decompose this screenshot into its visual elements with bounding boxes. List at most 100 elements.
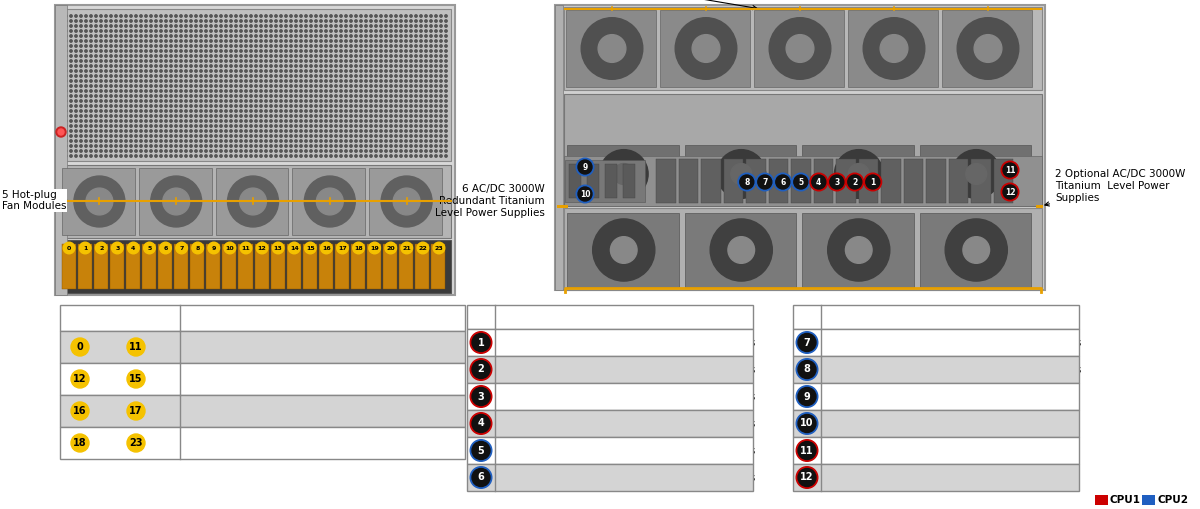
Text: 12: 12	[258, 245, 266, 250]
Circle shape	[400, 100, 402, 102]
Circle shape	[250, 105, 252, 107]
Circle shape	[275, 110, 277, 112]
Circle shape	[194, 65, 197, 67]
Circle shape	[420, 125, 422, 127]
Circle shape	[290, 115, 293, 117]
Circle shape	[190, 110, 192, 112]
Circle shape	[85, 150, 88, 152]
Text: 1: 1	[83, 245, 88, 250]
Circle shape	[355, 50, 358, 52]
Circle shape	[355, 65, 358, 67]
Circle shape	[224, 20, 227, 22]
Circle shape	[104, 120, 107, 122]
Circle shape	[245, 25, 247, 27]
Circle shape	[440, 25, 442, 27]
Circle shape	[210, 115, 212, 117]
Circle shape	[265, 105, 268, 107]
Bar	[60, 427, 466, 459]
Circle shape	[104, 140, 107, 142]
Circle shape	[365, 75, 367, 77]
Circle shape	[400, 120, 402, 122]
Circle shape	[194, 110, 197, 112]
Bar	[142, 244, 156, 289]
Circle shape	[185, 80, 187, 82]
Circle shape	[150, 55, 152, 57]
Circle shape	[404, 55, 407, 57]
Circle shape	[379, 145, 382, 147]
Circle shape	[335, 80, 337, 82]
Circle shape	[150, 145, 152, 147]
Circle shape	[330, 50, 332, 52]
Circle shape	[425, 135, 427, 137]
Circle shape	[164, 40, 167, 42]
Bar	[94, 244, 108, 289]
Circle shape	[85, 145, 88, 147]
Circle shape	[430, 140, 432, 142]
Circle shape	[235, 100, 238, 102]
Circle shape	[140, 60, 142, 62]
Circle shape	[280, 40, 282, 42]
Circle shape	[355, 150, 358, 152]
Circle shape	[240, 155, 242, 157]
Bar	[78, 244, 91, 289]
Circle shape	[155, 120, 157, 122]
Circle shape	[425, 20, 427, 22]
Circle shape	[224, 30, 227, 32]
Circle shape	[134, 95, 137, 97]
Circle shape	[440, 125, 442, 127]
Circle shape	[295, 40, 298, 42]
Circle shape	[846, 237, 872, 263]
Circle shape	[290, 145, 293, 147]
Circle shape	[210, 130, 212, 132]
Circle shape	[420, 25, 422, 27]
Circle shape	[275, 155, 277, 157]
Circle shape	[95, 80, 97, 82]
Circle shape	[425, 15, 427, 17]
Circle shape	[245, 20, 247, 22]
Circle shape	[65, 40, 67, 42]
Circle shape	[240, 70, 242, 72]
Circle shape	[360, 145, 362, 147]
Circle shape	[340, 90, 342, 92]
Circle shape	[180, 40, 182, 42]
Bar	[793, 329, 1079, 356]
Circle shape	[190, 15, 192, 17]
Circle shape	[230, 45, 233, 47]
Circle shape	[254, 50, 257, 52]
Circle shape	[355, 15, 358, 17]
Circle shape	[104, 25, 107, 27]
Circle shape	[425, 140, 427, 142]
Circle shape	[90, 100, 92, 102]
Bar	[793, 464, 1079, 491]
Circle shape	[365, 145, 367, 147]
Circle shape	[265, 50, 268, 52]
Circle shape	[215, 115, 217, 117]
Circle shape	[445, 140, 448, 142]
Circle shape	[445, 35, 448, 37]
Circle shape	[140, 140, 142, 142]
Circle shape	[145, 20, 148, 22]
Circle shape	[164, 100, 167, 102]
Circle shape	[330, 65, 332, 67]
Circle shape	[175, 150, 178, 152]
Circle shape	[275, 35, 277, 37]
Circle shape	[385, 85, 388, 87]
Circle shape	[355, 110, 358, 112]
Circle shape	[385, 75, 388, 77]
Circle shape	[74, 50, 77, 52]
Text: 8: 8	[804, 364, 810, 375]
Circle shape	[340, 65, 342, 67]
Circle shape	[310, 125, 312, 127]
Circle shape	[415, 120, 418, 122]
Circle shape	[190, 150, 192, 152]
Circle shape	[410, 130, 413, 132]
Circle shape	[270, 80, 272, 82]
Circle shape	[385, 60, 388, 62]
Circle shape	[280, 80, 282, 82]
Circle shape	[145, 130, 148, 132]
Circle shape	[385, 15, 388, 17]
Circle shape	[284, 25, 287, 27]
Text: 5: 5	[148, 245, 151, 250]
Bar	[319, 244, 332, 289]
Circle shape	[284, 55, 287, 57]
